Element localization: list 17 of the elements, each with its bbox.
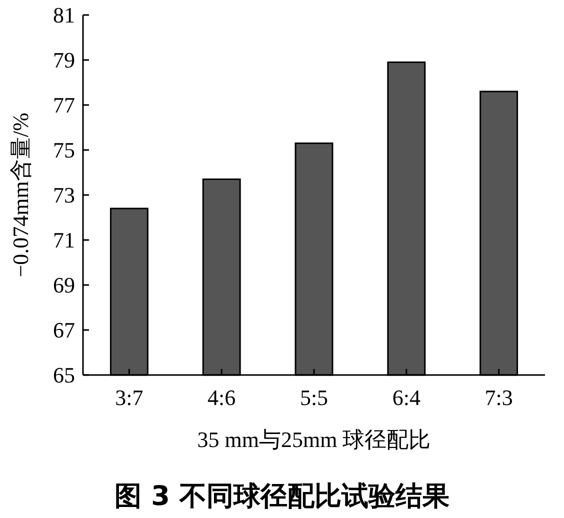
y-tick-label: 71 — [53, 228, 75, 253]
x-tick-label: 5:5 — [300, 385, 328, 410]
y-tick-label: 75 — [53, 138, 75, 163]
y-axis-title: −0.074mm含量/% — [8, 112, 33, 278]
y-tick-label: 79 — [53, 48, 75, 73]
y-tick-label: 69 — [53, 272, 75, 298]
y-tick-label: 65 — [53, 362, 75, 388]
y-tick-label: 81 — [53, 2, 75, 28]
y-tick-label: 67 — [53, 318, 75, 343]
x-tick-label: 3:7 — [115, 385, 144, 410]
x-axis-title: 35 mm与25mm 球径配比 — [197, 427, 431, 452]
text: 图 3 不同球径配比试验结果 — [114, 481, 450, 512]
y-tick-label: 73 — [53, 182, 75, 208]
x-tick-label: 4:6 — [208, 385, 236, 410]
x-tick-label: 7:3 — [484, 385, 513, 410]
y-tick-label: 77 — [53, 92, 75, 118]
x-tick-label: 6:4 — [392, 385, 420, 410]
